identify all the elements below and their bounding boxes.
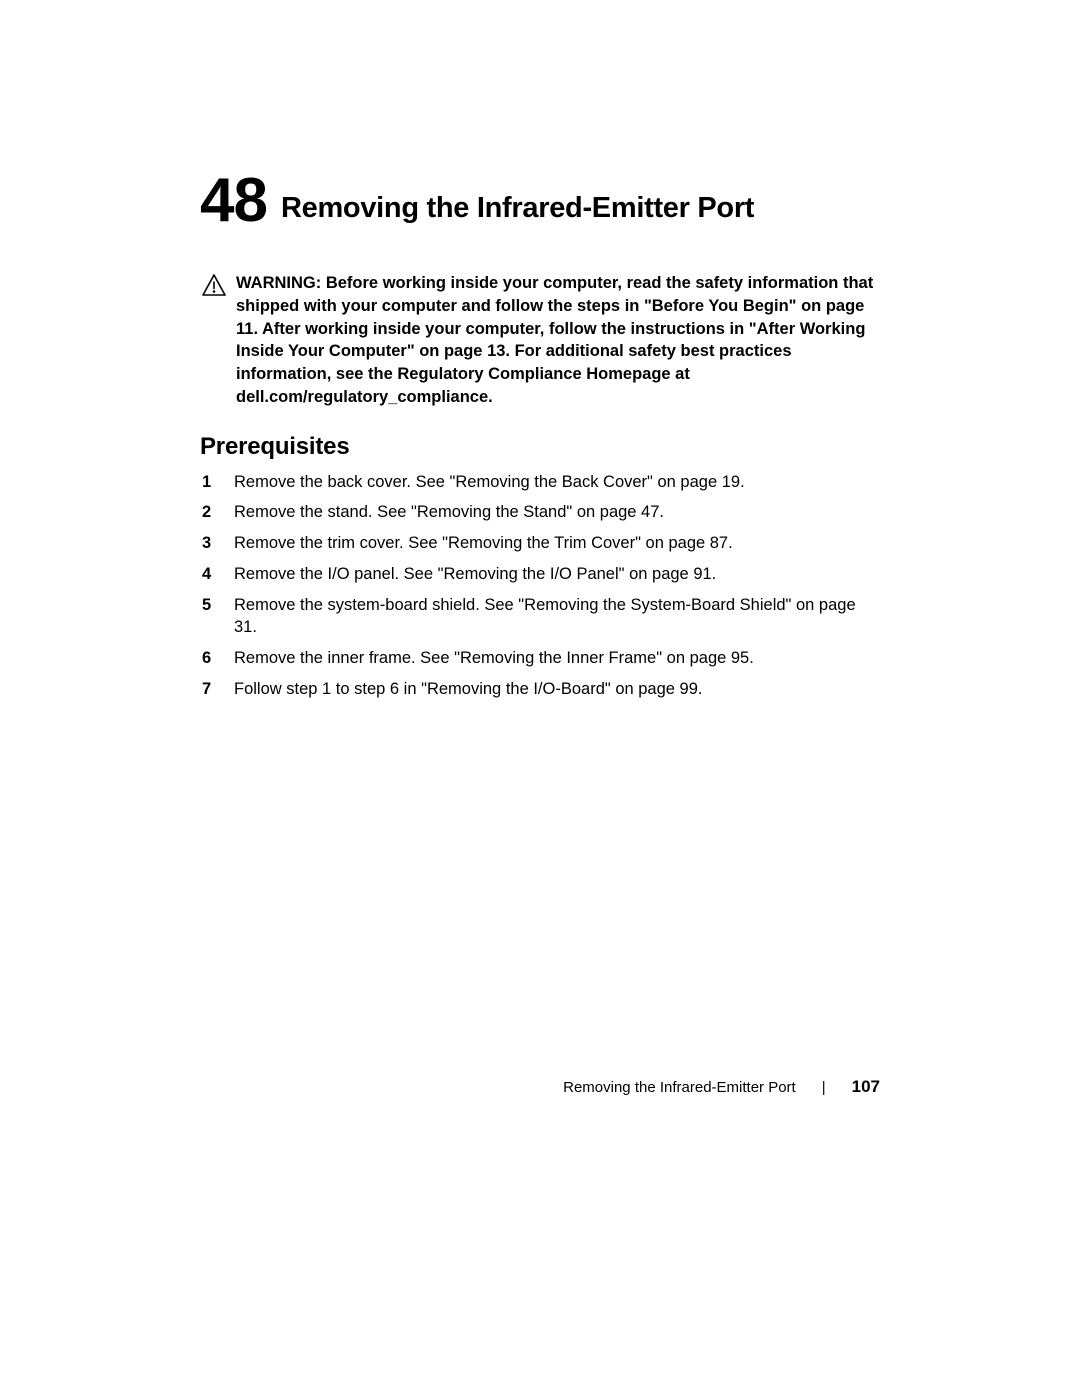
step-number: 4 [202,563,216,586]
page-footer: Removing the Infrared-Emitter Port | 107 [563,1077,880,1097]
chapter-header: 48 Removing the Infrared-Emitter Port [200,170,880,232]
step-item: 2 Remove the stand. See "Removing the St… [202,501,880,524]
step-item: 1 Remove the back cover. See "Removing t… [202,471,880,494]
step-number: 1 [202,471,216,494]
footer-divider: | [822,1079,826,1096]
step-item: 3 Remove the trim cover. See "Removing t… [202,532,880,555]
document-page: 48 Removing the Infrared-Emitter Port WA… [0,0,1080,1397]
section-heading: Prerequisites [200,433,880,461]
step-text: Follow step 1 to step 6 in "Removing the… [234,678,880,701]
step-text: Remove the inner frame. See "Removing th… [234,647,880,670]
step-number: 7 [202,678,216,701]
step-number: 3 [202,532,216,555]
step-text: Remove the I/O panel. See "Removing the … [234,563,880,586]
step-text: Remove the back cover. See "Removing the… [234,471,880,494]
chapter-number: 48 [200,170,267,232]
step-number: 6 [202,647,216,670]
step-number: 5 [202,594,216,640]
warning-body: Before working inside your computer, rea… [236,274,873,406]
step-text: Remove the trim cover. See "Removing the… [234,532,880,555]
step-text: Remove the system-board shield. See "Rem… [234,594,880,640]
warning-label: WARNING: [236,274,321,292]
warning-text: WARNING: Before working inside your comp… [236,272,880,409]
step-text: Remove the stand. See "Removing the Stan… [234,501,880,524]
prerequisite-steps: 1 Remove the back cover. See "Removing t… [200,471,880,701]
step-item: 7 Follow step 1 to step 6 in "Removing t… [202,678,880,701]
footer-page-number: 107 [852,1077,880,1097]
step-number: 2 [202,501,216,524]
warning-icon [202,274,226,296]
step-item: 5 Remove the system-board shield. See "R… [202,594,880,640]
chapter-title: Removing the Infrared-Emitter Port [281,193,754,225]
step-item: 6 Remove the inner frame. See "Removing … [202,647,880,670]
step-item: 4 Remove the I/O panel. See "Removing th… [202,563,880,586]
footer-section-title: Removing the Infrared-Emitter Port [563,1079,796,1096]
warning-block: WARNING: Before working inside your comp… [200,272,880,409]
